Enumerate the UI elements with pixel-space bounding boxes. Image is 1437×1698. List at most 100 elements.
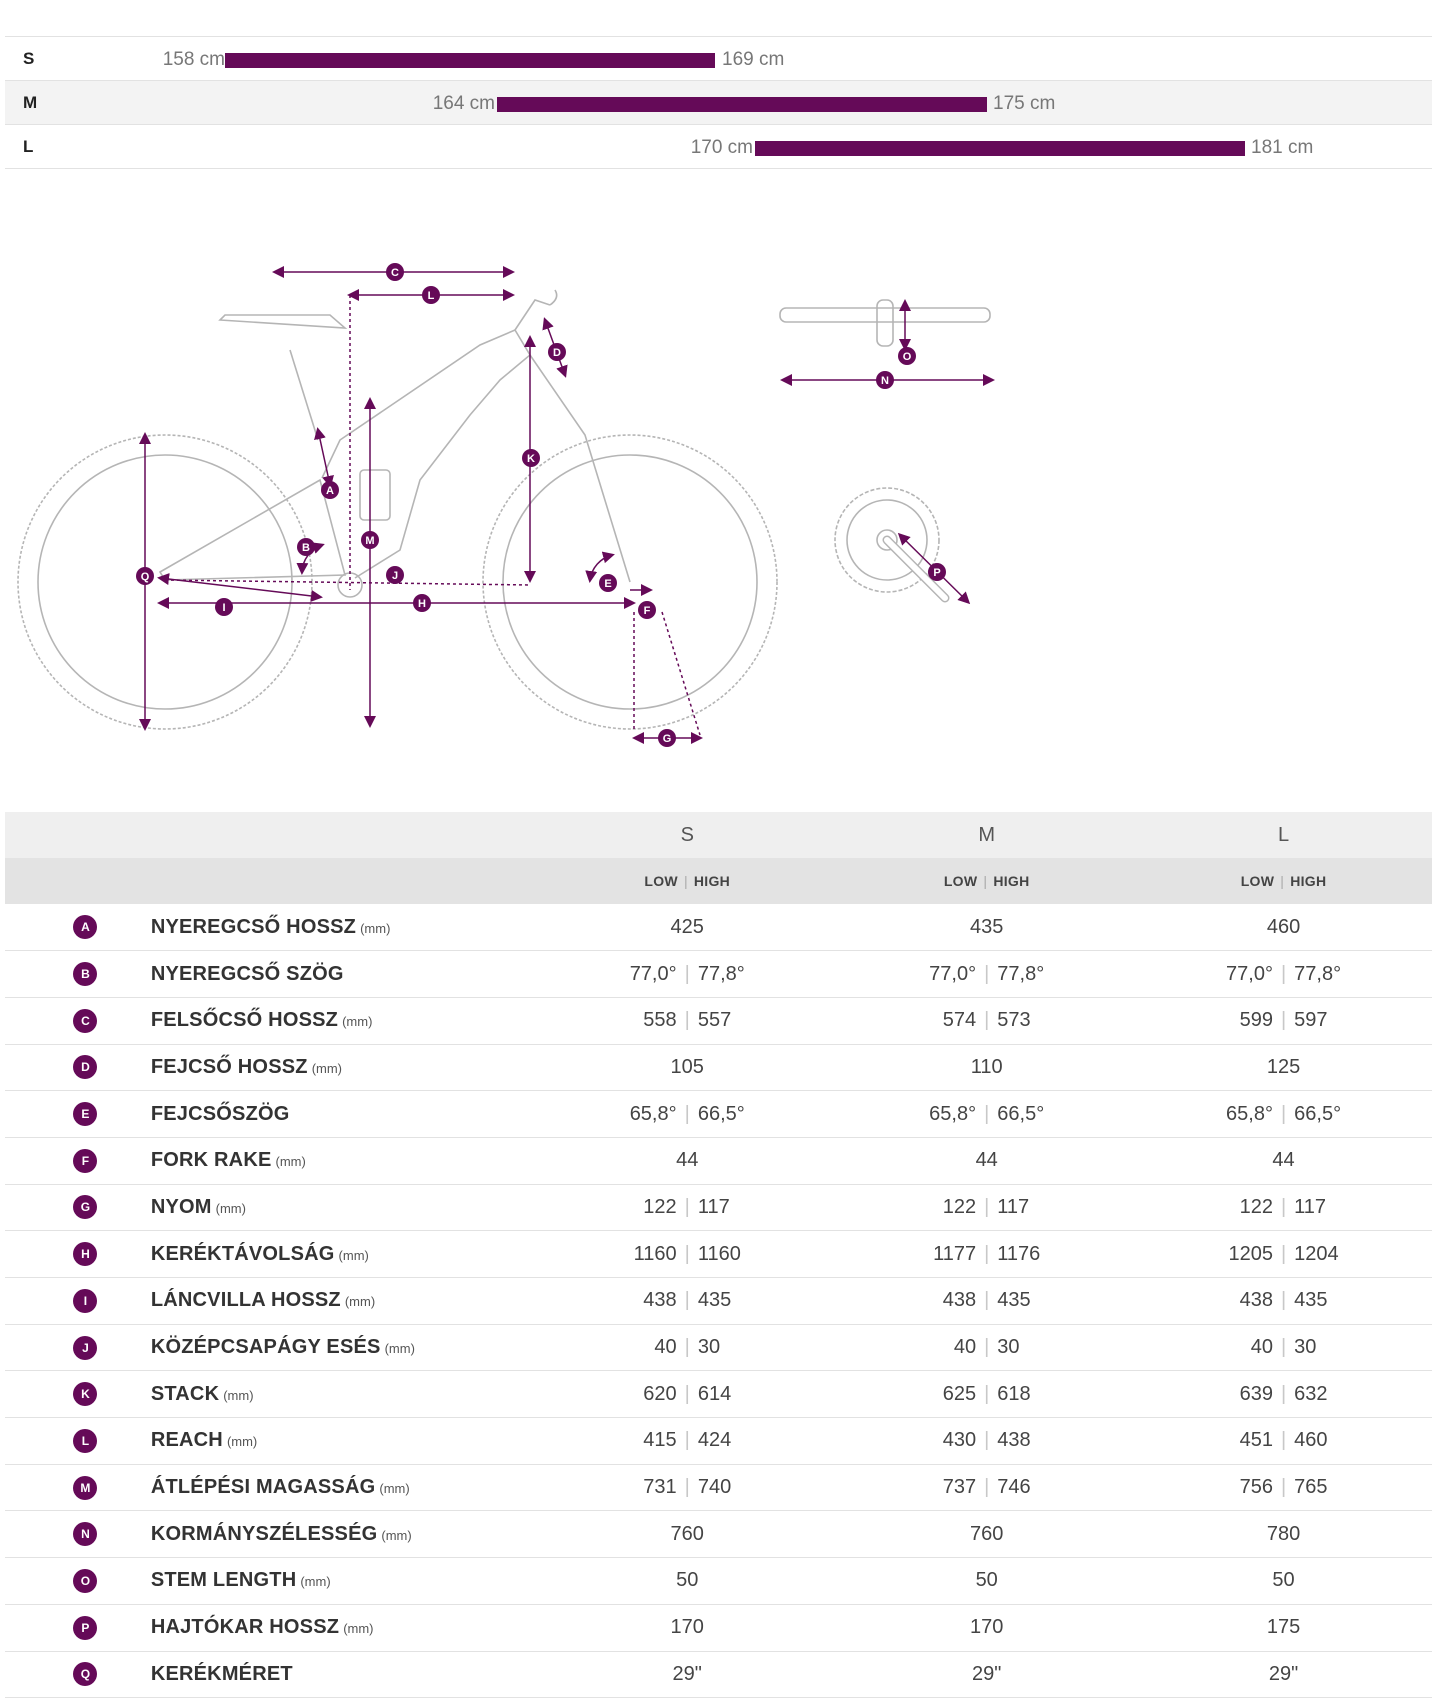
low-value: 77,0° — [629, 962, 677, 985]
low-value: 1205 — [1228, 1242, 1273, 1265]
value-cell: 65,8° | 66,5° — [1135, 1091, 1432, 1138]
range-bar — [225, 53, 715, 68]
high-value: 77,8° — [697, 962, 745, 985]
table-row: O STEM LENGTH (mm) 50 50 50 — [5, 1558, 1432, 1605]
value-cell: 558 | 557 — [536, 997, 838, 1044]
value-cell: 110 — [838, 1044, 1135, 1091]
diagram-label-m: M — [361, 531, 379, 549]
range-bar — [497, 97, 987, 112]
high-value: 117 — [697, 1195, 730, 1218]
value-cell: 1205 | 1204 — [1135, 1231, 1432, 1278]
table-row: I LÁNCVILLA HOSSZ (mm) 438 | 435 438 | 435 438 | 43… — [5, 1278, 1432, 1325]
low-value: 1177 — [933, 1242, 977, 1265]
size-letter: M — [23, 93, 38, 112]
value: 29" — [972, 1662, 1002, 1685]
value-cell: 44 — [536, 1137, 838, 1184]
diagram-label-text: O — [903, 351, 912, 363]
table-row: E FEJCSŐSZÖG 65,8° | 66,5° 65,8° | 66,5° 65,8° | 6… — [5, 1091, 1432, 1138]
high-value: 66,5° — [997, 1102, 1045, 1125]
row-name: STEM LENGTH — [150, 1569, 297, 1592]
size-header-row: S M L — [5, 812, 1432, 858]
low-high-header: LOW | HIGH — [644, 873, 731, 889]
row-unit: (mm) — [338, 1247, 369, 1263]
diagram-label-text: Q — [141, 571, 150, 583]
row-unit: (mm) — [343, 1621, 374, 1637]
value-cell: 170 — [536, 1604, 838, 1651]
size-range-chart: S 158 cm 169 cm M 164 cm 175 cm L 170 cm… — [5, 36, 1432, 169]
low-value: 438 — [1239, 1289, 1273, 1312]
value-cell: 40 | 30 — [838, 1324, 1135, 1371]
row-badge: N — [73, 1522, 98, 1547]
row-unit: (mm) — [311, 1060, 343, 1076]
diagram-label-d: D — [548, 343, 566, 361]
table-row: H KERÉKTÁVOLSÁG (mm) 1160 | 1160 1177 | 1176 1205… — [5, 1231, 1432, 1278]
high-value: 557 — [697, 1009, 732, 1032]
high-value: 460 — [1294, 1429, 1328, 1452]
size-letter: L — [23, 137, 34, 156]
diagram-labels: A B C D E F G H I J K L M N O P Q — [136, 263, 946, 747]
table-row: C FELSŐCSŐ HOSSZ (mm) 558 | 557 574 | 573 599 | 597 — [5, 997, 1432, 1045]
table-row: A NYEREGCSŐ HOSSZ (mm) 425 435 460 — [5, 904, 1432, 951]
row-unit: (mm) — [342, 1014, 373, 1030]
high-value: 618 — [997, 1382, 1031, 1405]
value: 44 — [975, 1149, 998, 1172]
value-cell: 50 — [536, 1558, 838, 1605]
range-max: 175 cm — [993, 93, 1056, 114]
row-name: FELSŐCSŐ HOSSZ — [150, 1009, 339, 1032]
value-cell: 574 | 573 — [838, 997, 1135, 1044]
low-value: 415 — [643, 1429, 677, 1452]
high-value: 30 — [697, 1336, 721, 1359]
range-max: 181 cm — [1251, 137, 1314, 158]
low-value: 438 — [942, 1289, 977, 1312]
high-value: 424 — [697, 1429, 732, 1452]
value: 760 — [670, 1522, 704, 1545]
low-value: 65,8° — [929, 1102, 977, 1125]
geometry-table-body: A NYEREGCSŐ HOSSZ (mm) 425 435 460 B NYEREGCSŐ … — [5, 904, 1432, 1698]
diagram-label-i: I — [215, 598, 233, 616]
diagram-label-text: K — [527, 453, 535, 465]
row-badge: F — [73, 1148, 98, 1173]
value-cell: 430 | 438 — [838, 1418, 1135, 1465]
row-badge: A — [73, 915, 98, 940]
diagram-label-text: M — [365, 535, 374, 547]
table-row: D FEJCSŐ HOSSZ (mm) 105 110 125 — [5, 1044, 1432, 1091]
row-name: KERÉKMÉRET — [150, 1662, 293, 1685]
row-badge: G — [73, 1195, 98, 1220]
value-cell: 438 | 435 — [1135, 1278, 1432, 1325]
table-row: N KORMÁNYSZÉLESSÉG (mm) 760 760 780 — [5, 1511, 1432, 1558]
value-cell: 122 | 117 — [1135, 1184, 1432, 1231]
diagram-label-j: J — [386, 566, 404, 584]
diagram-label-n: N — [876, 371, 894, 389]
low-value: 756 — [1239, 1476, 1273, 1499]
value-cell: 620 | 614 — [536, 1371, 838, 1418]
value-cell: 125 — [1135, 1044, 1432, 1091]
crankset-drawing — [834, 487, 971, 605]
row-badge: D — [73, 1055, 98, 1080]
value-cell: 29" — [838, 1651, 1135, 1698]
diagram-label-l: L — [422, 286, 440, 304]
row-name: ÁTLÉPÉSI MAGASSÁG — [150, 1476, 376, 1499]
value: 175 — [1266, 1616, 1301, 1639]
low-value: 737 — [942, 1476, 977, 1499]
value: 50 — [1272, 1569, 1295, 1592]
value-cell: 44 — [1135, 1137, 1432, 1184]
low-value: 558 — [643, 1009, 677, 1032]
low-high-header: LOW | HIGH — [1240, 873, 1327, 889]
low-value: 1160 — [633, 1242, 677, 1265]
value: 780 — [1266, 1522, 1301, 1545]
high-value: 614 — [697, 1382, 732, 1405]
size-letter: S — [23, 49, 35, 68]
high-value: 740 — [697, 1476, 732, 1499]
diagram-label-g: G — [658, 729, 676, 747]
low-value: 122 — [942, 1195, 977, 1218]
diagram-label-o: O — [898, 347, 916, 365]
table-row: J KÖZÉPCSAPÁGY ESÉS (mm) 40 | 30 40 | 30 40 | 30 — [5, 1324, 1432, 1371]
value-cell: 29" — [1135, 1651, 1432, 1698]
row-badge: K — [73, 1382, 98, 1407]
high-value: 66,5° — [1294, 1102, 1342, 1125]
row-badge: J — [73, 1335, 98, 1360]
size-row-l: L 170 cm 181 cm — [5, 125, 1432, 169]
low-value: 625 — [942, 1382, 977, 1405]
row-badge: I — [73, 1288, 98, 1313]
bike-outline — [17, 289, 778, 730]
